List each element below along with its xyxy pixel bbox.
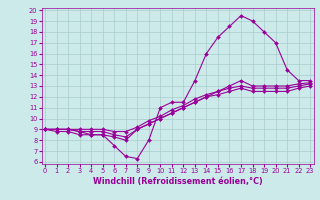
X-axis label: Windchill (Refroidissement éolien,°C): Windchill (Refroidissement éolien,°C) [93,177,262,186]
